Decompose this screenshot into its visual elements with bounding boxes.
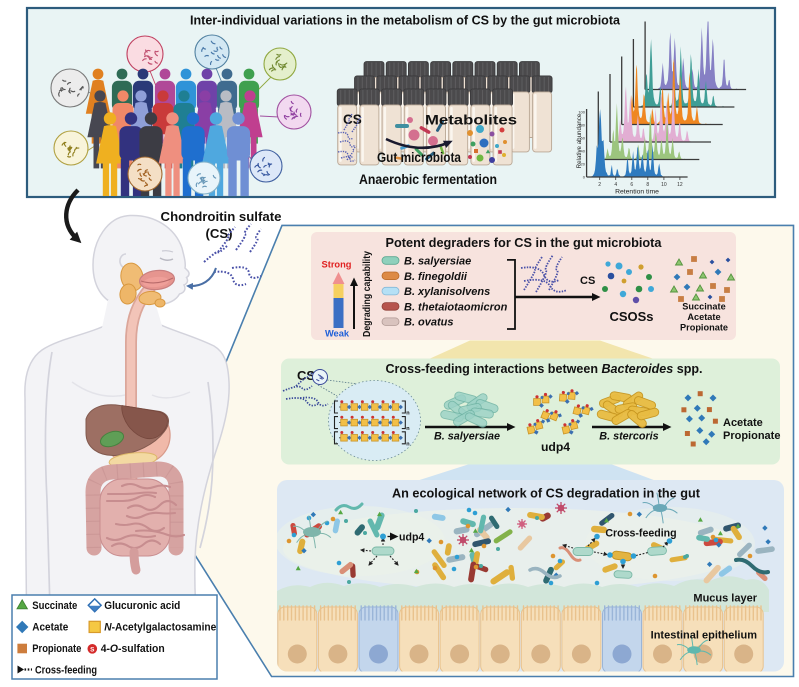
svg-text:Weak: Weak	[325, 329, 350, 339]
svg-text:Acetate: Acetate	[723, 417, 763, 429]
svg-text:n: n	[406, 426, 410, 432]
svg-text:4-O-sulfation: 4-O-sulfation	[101, 643, 165, 655]
svg-text:(CS): (CS)	[205, 226, 232, 241]
svg-text:B. stercoris: B. stercoris	[599, 431, 658, 443]
svg-text:N-Acetylgalactosamine: N-Acetylgalactosamine	[104, 622, 216, 634]
svg-text:Chondroitin sulfate: Chondroitin sulfate	[161, 209, 282, 224]
svg-text:udp4: udp4	[399, 532, 424, 544]
svg-text:40: 40	[581, 149, 586, 154]
svg-text:Cross-feeding interactions bet: Cross-feeding interactions between Bacte…	[386, 362, 703, 376]
svg-text:Propionate: Propionate	[680, 322, 728, 332]
svg-text:8: 8	[646, 182, 649, 188]
svg-text:Intestinal epithelium: Intestinal epithelium	[651, 630, 758, 642]
svg-text:Glucuronic acid: Glucuronic acid	[104, 600, 180, 612]
svg-text:Succinate: Succinate	[682, 302, 725, 312]
svg-text:Inter-individual variations in: Inter-individual variations in the metab…	[190, 13, 621, 28]
svg-text:B. salyersiae: B. salyersiae	[434, 431, 500, 443]
svg-text:n: n	[406, 441, 410, 447]
svg-text:Degrading capability: Degrading capability	[362, 251, 373, 337]
svg-text:Propionate: Propionate	[32, 643, 81, 655]
svg-text:Cross-feeding: Cross-feeding	[605, 528, 676, 540]
svg-text:60: 60	[581, 136, 586, 141]
svg-text:12: 12	[677, 182, 683, 188]
svg-text:Mucus layer: Mucus layer	[693, 593, 757, 605]
svg-text:Acetate: Acetate	[687, 312, 720, 322]
svg-text:0: 0	[583, 175, 586, 180]
svg-text:80: 80	[581, 123, 586, 128]
svg-text:B. thetaiotaomicron: B. thetaiotaomicron	[404, 301, 508, 313]
svg-text:Relative abundance: Relative abundance	[576, 113, 583, 168]
svg-text:udp4: udp4	[541, 440, 570, 454]
svg-text:Succinate: Succinate	[32, 600, 77, 612]
svg-text:Propionate: Propionate	[723, 430, 780, 442]
svg-text:B. ovatus: B. ovatus	[404, 317, 454, 329]
svg-text:Anaerobic fermentation: Anaerobic fermentation	[359, 172, 497, 187]
svg-text:Gut microbiota: Gut microbiota	[377, 150, 461, 165]
svg-text:An ecological network of CS de: An ecological network of CS degradation …	[392, 487, 701, 501]
svg-text:B. salyersiae: B. salyersiae	[404, 256, 471, 268]
svg-text:10: 10	[661, 182, 667, 188]
svg-text:B. finegoldii: B. finegoldii	[404, 271, 468, 283]
svg-text:Potent degraders for CS in the: Potent degraders for CS in the gut micro…	[386, 236, 663, 250]
svg-text:6: 6	[630, 182, 633, 188]
svg-text:Retention time: Retention time	[615, 189, 659, 196]
svg-text:Strong: Strong	[322, 260, 352, 270]
svg-text:20: 20	[581, 162, 586, 167]
svg-text:Acetate: Acetate	[32, 622, 68, 634]
svg-text:CS: CS	[580, 275, 595, 287]
svg-text:Cross-feeding: Cross-feeding	[35, 665, 97, 677]
svg-text:n: n	[406, 411, 410, 417]
svg-text:CS: CS	[297, 368, 315, 383]
svg-text:Metabolites: Metabolites	[425, 113, 517, 128]
svg-text:CSOSs: CSOSs	[609, 309, 653, 324]
svg-text:100: 100	[578, 110, 585, 115]
svg-text:S: S	[90, 647, 95, 654]
svg-text:4: 4	[614, 182, 617, 188]
svg-text:2: 2	[598, 182, 601, 188]
svg-text:B. xylanisolvens: B. xylanisolvens	[404, 286, 490, 298]
